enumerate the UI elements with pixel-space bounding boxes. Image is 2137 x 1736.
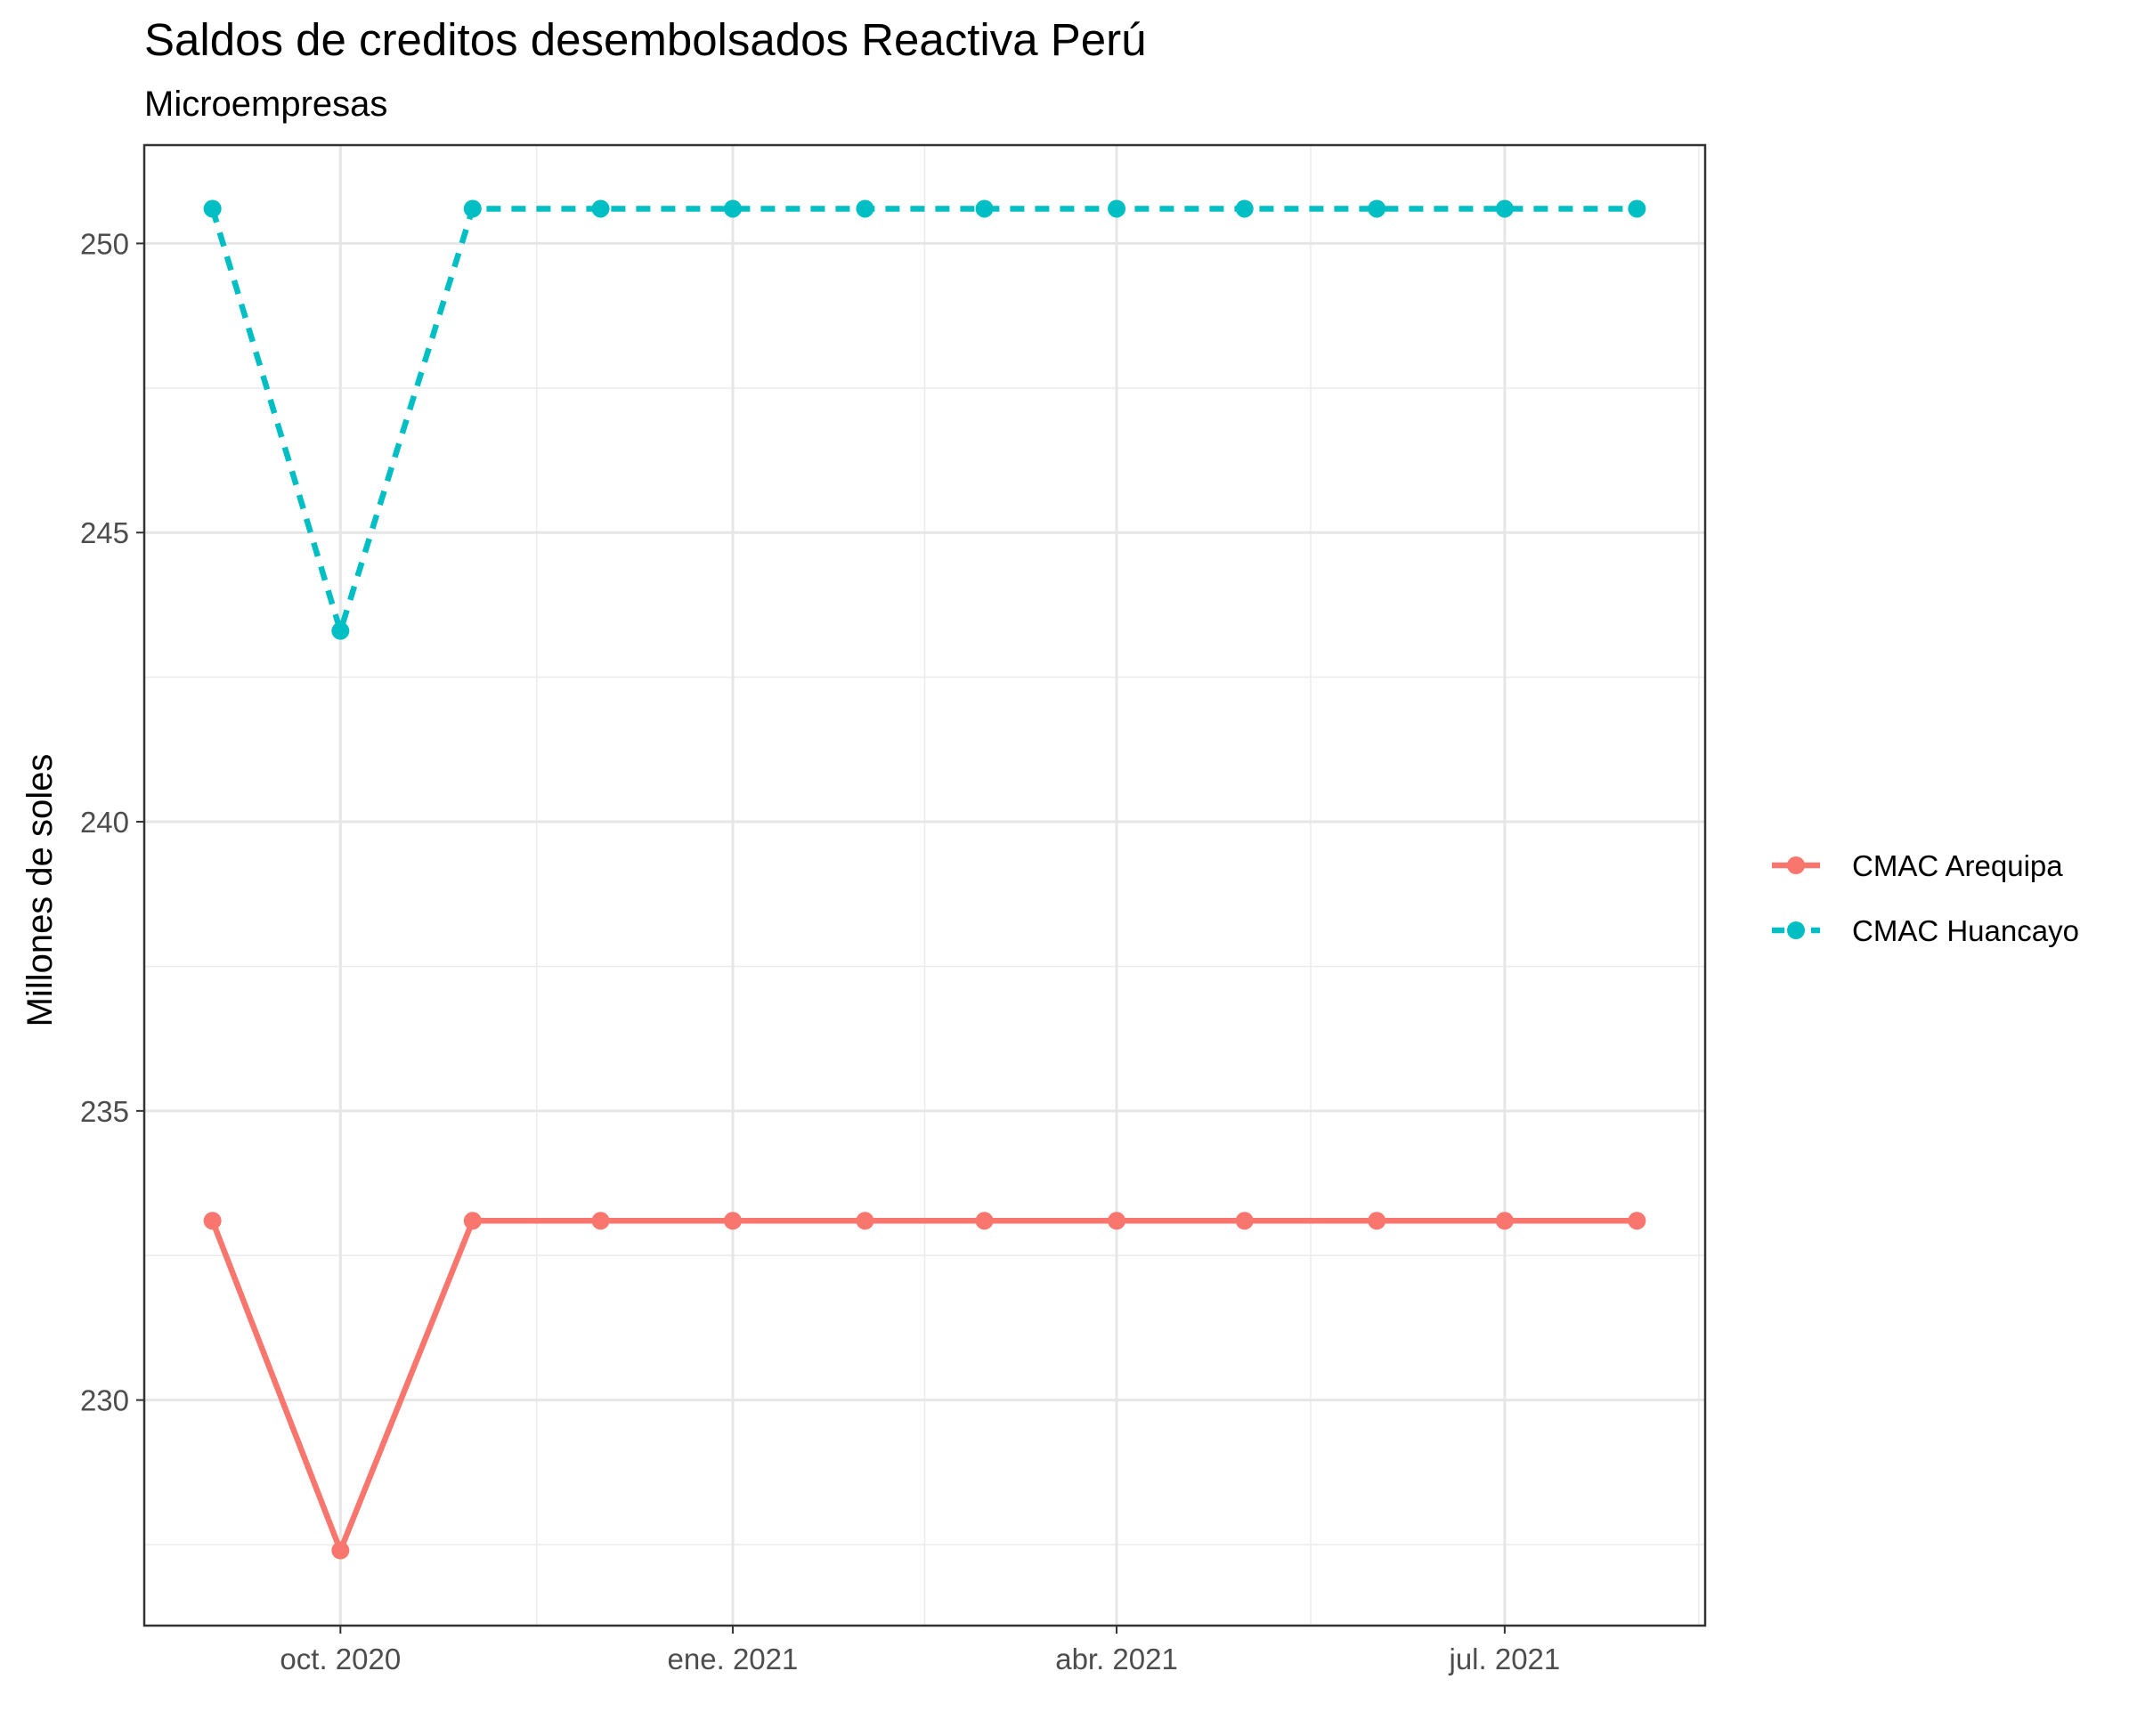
legend-key-point (1787, 921, 1805, 939)
data-point (591, 1212, 610, 1230)
x-tick-label: abr. 2021 (1055, 1643, 1178, 1675)
data-point (1495, 199, 1514, 218)
data-point (1235, 199, 1254, 218)
data-point (975, 199, 994, 218)
data-point (975, 1212, 994, 1230)
legend-key-point (1787, 856, 1805, 874)
y-tick-label: 250 (80, 227, 129, 260)
y-tick-label: 230 (80, 1384, 129, 1417)
data-point (723, 1212, 742, 1230)
data-point (1108, 199, 1126, 218)
data-point (1235, 1212, 1254, 1230)
data-point (463, 199, 482, 218)
x-tick-label: jul. 2021 (1449, 1643, 1561, 1675)
x-tick-label: ene. 2021 (668, 1643, 799, 1675)
legend-label: CMAC Arequipa (1852, 849, 2063, 882)
data-point (203, 199, 222, 218)
chart-subtitle: Microempresas (144, 85, 387, 124)
data-point (1628, 1212, 1646, 1230)
data-point (856, 1212, 874, 1230)
data-point (1628, 199, 1646, 218)
plot-panel: 230 235 240 245 250 oct. 2020 ene. 2021 abr. 20… (80, 143, 1707, 1675)
panel-border (142, 143, 1707, 1627)
data-point (856, 199, 874, 218)
data-point (1368, 1212, 1386, 1230)
y-tick-label: 240 (80, 806, 129, 839)
series-line-2 (209, 206, 1637, 634)
y-axis-title: Millones de soles (20, 754, 60, 1027)
data-point (331, 1541, 350, 1560)
data-point (331, 621, 350, 640)
data-point (591, 199, 610, 218)
data-point (1368, 199, 1386, 218)
y-tick-label: 245 (80, 516, 129, 549)
data-point (1108, 1212, 1126, 1230)
legend: CMAC Arequipa CMAC Huancayo (1772, 849, 2079, 947)
y-tick-label: 235 (80, 1095, 129, 1128)
data-point (203, 1212, 222, 1230)
data-point (1495, 1212, 1514, 1230)
data-point (463, 1212, 482, 1230)
x-tick-label: oct. 2020 (280, 1643, 401, 1675)
legend-label: CMAC Huancayo (1852, 914, 2079, 947)
data-point (723, 199, 742, 218)
chart-title: Saldos de creditos desembolsados Reactiv… (144, 14, 1146, 65)
series-line-1 (209, 1218, 1640, 1553)
